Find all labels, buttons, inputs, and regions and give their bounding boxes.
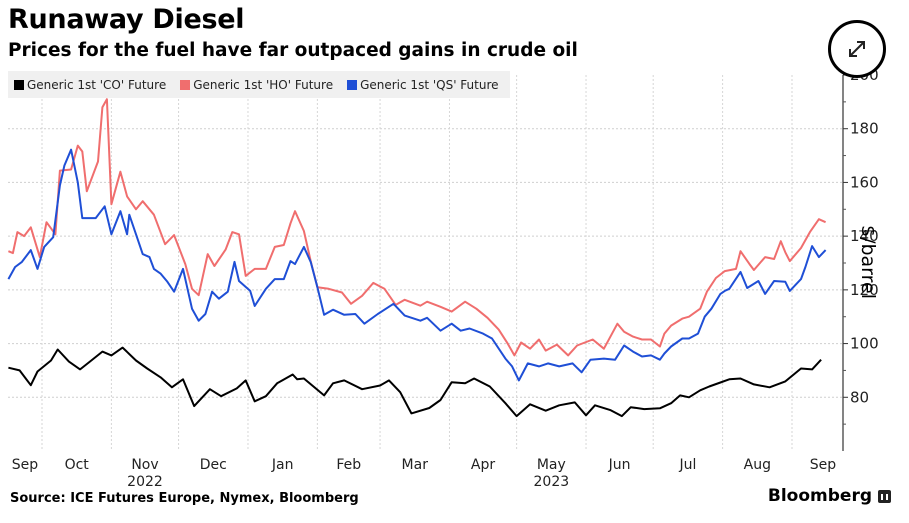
x-tick-label: Nov: [131, 457, 158, 473]
x-tick-label: Jun: [608, 457, 631, 473]
legend-item-qs: Generic 1st 'QS' Future: [347, 77, 499, 92]
bloomberg-logo: Bloomberg: [768, 486, 891, 506]
expand-button[interactable]: [828, 20, 886, 78]
chart-subtitle: Prices for the fuel have far outpaced ga…: [8, 40, 578, 61]
y-tick-label: 180: [850, 120, 879, 138]
legend: Generic 1st 'CO' Future Generic 1st 'HO'…: [8, 71, 510, 98]
series-line-qs: [7, 148, 827, 382]
y-tick-label: 80: [850, 388, 869, 406]
legend-label-ho: Generic 1st 'HO' Future: [193, 77, 334, 92]
x-tick-label: Apr: [471, 457, 495, 473]
series-line-co: [8, 346, 822, 418]
source-note: Source: ICE Futures Europe, Nymex, Bloom…: [10, 491, 359, 506]
x-tick-label: Feb: [336, 457, 361, 473]
y-tick-label: 160: [850, 173, 879, 191]
legend-item-ho: Generic 1st 'HO' Future: [180, 78, 333, 92]
brand-text: Bloomberg: [767, 486, 872, 506]
legend-swatch-ho: [180, 79, 191, 90]
y-tick-label: 140: [850, 227, 879, 245]
legend-swatch-co: [14, 79, 24, 90]
series-layer: [7, 98, 827, 418]
expand-arrows-icon: [849, 41, 865, 57]
x-year-label: 2023: [534, 474, 570, 490]
y-axis-label: $/barrel: [857, 224, 879, 300]
x-tick-label: Sep: [12, 457, 39, 473]
x-tick-label: Mar: [402, 457, 429, 473]
x-tick-label: Jul: [678, 457, 696, 473]
gridlines: [8, 75, 843, 451]
x-tick-label: Dec: [200, 457, 227, 473]
bloomberg-chart-icon: [878, 489, 891, 503]
x-tick-label: Jan: [271, 457, 294, 473]
legend-label-co: Generic 1st 'CO' Future: [27, 77, 167, 92]
chart-title: Runaway Diesel: [8, 4, 245, 35]
x-tick-label: Oct: [65, 457, 90, 473]
y-tick-label: 120: [850, 281, 879, 299]
legend-swatch-qs: [347, 79, 358, 90]
series-line-ho: [8, 98, 827, 357]
x-tick-label: May: [537, 457, 566, 473]
x-tick-label: Sep: [810, 457, 837, 473]
legend-label-qs: Generic 1st 'QS' Future: [360, 77, 499, 92]
legend-item-co: Generic 1st 'CO' Future: [14, 78, 166, 92]
x-tick-label: Aug: [744, 457, 771, 473]
y-tick-label: 100: [850, 335, 879, 353]
x-year-label: 2022: [127, 474, 163, 490]
